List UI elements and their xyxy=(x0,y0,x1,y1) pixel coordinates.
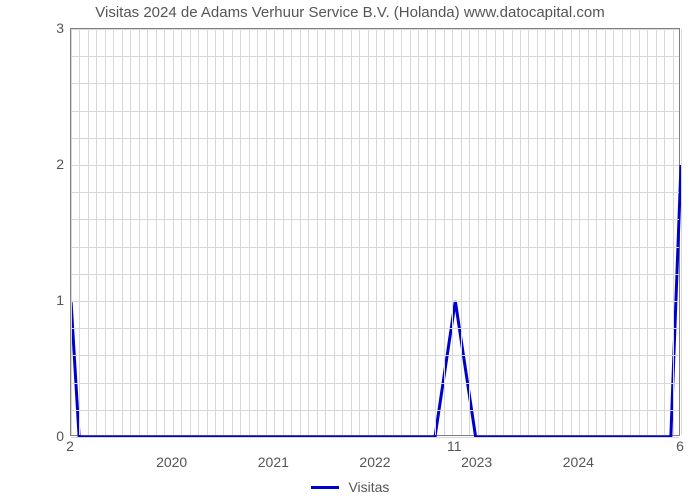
gridline-vertical xyxy=(528,29,529,435)
gridline-vertical xyxy=(300,29,301,435)
y-tick-label: 0 xyxy=(50,428,64,444)
x-tick-label: 2023 xyxy=(461,454,492,470)
gridline-vertical xyxy=(368,29,369,435)
gridline-vertical xyxy=(325,29,326,435)
gridline-vertical xyxy=(240,29,241,435)
gridline-vertical xyxy=(495,29,496,435)
x-tick-label: 2020 xyxy=(156,454,187,470)
gridline-vertical xyxy=(308,29,309,435)
gridline-vertical xyxy=(537,29,538,435)
gridline-vertical xyxy=(656,29,657,435)
x-tick-label: 2024 xyxy=(563,454,594,470)
gridline-vertical xyxy=(478,29,479,435)
gridline-vertical xyxy=(605,29,606,435)
gridline-vertical xyxy=(613,29,614,435)
gridline-vertical xyxy=(647,29,648,435)
gridline-vertical xyxy=(393,29,394,435)
plot-area xyxy=(70,28,680,436)
gridline-vertical xyxy=(190,29,191,435)
gridline-vertical xyxy=(520,29,521,435)
gridline-vertical xyxy=(554,29,555,435)
gridline-vertical xyxy=(469,29,470,435)
gridline-vertical xyxy=(376,29,377,435)
legend: Visitas xyxy=(0,478,700,495)
gridline-vertical xyxy=(96,29,97,435)
gridline-vertical xyxy=(317,29,318,435)
gridline-horizontal xyxy=(71,437,679,438)
gridline-vertical xyxy=(198,29,199,435)
gridline-vertical xyxy=(291,29,292,435)
gridline-vertical xyxy=(105,29,106,435)
gridline-vertical xyxy=(181,29,182,435)
gridline-vertical xyxy=(232,29,233,435)
gridline-vertical xyxy=(418,29,419,435)
gridline-vertical xyxy=(173,29,174,435)
gridline-vertical xyxy=(113,29,114,435)
gridline-vertical xyxy=(207,29,208,435)
gridline-vertical xyxy=(461,29,462,435)
gridline-vertical xyxy=(384,29,385,435)
gridline-vertical xyxy=(427,29,428,435)
gridline-vertical xyxy=(571,29,572,435)
gridline-vertical xyxy=(283,29,284,435)
x-value-annotation: 6 xyxy=(676,438,684,454)
gridline-vertical xyxy=(223,29,224,435)
gridline-vertical xyxy=(130,29,131,435)
x-tick-label: 2022 xyxy=(359,454,390,470)
gridline-vertical xyxy=(334,29,335,435)
gridline-vertical xyxy=(359,29,360,435)
gridline-vertical xyxy=(401,29,402,435)
gridline-vertical xyxy=(410,29,411,435)
gridline-vertical xyxy=(71,29,72,435)
legend-label: Visitas xyxy=(348,479,389,495)
gridline-vertical xyxy=(147,29,148,435)
gridline-vertical xyxy=(249,29,250,435)
gridline-vertical xyxy=(596,29,597,435)
gridline-vertical xyxy=(622,29,623,435)
gridline-vertical xyxy=(639,29,640,435)
gridline-vertical xyxy=(562,29,563,435)
gridline-vertical xyxy=(79,29,80,435)
gridline-vertical xyxy=(88,29,89,435)
gridline-vertical xyxy=(579,29,580,435)
gridline-vertical xyxy=(444,29,445,435)
gridline-vertical xyxy=(664,29,665,435)
x-tick-label: 2021 xyxy=(258,454,289,470)
chart-container: Visitas 2024 de Adams Verhuur Service B.… xyxy=(0,0,700,500)
gridline-vertical xyxy=(435,29,436,435)
gridline-vertical xyxy=(342,29,343,435)
gridline-vertical xyxy=(156,29,157,435)
y-tick-label: 3 xyxy=(50,20,64,36)
y-tick-label: 1 xyxy=(50,292,64,308)
gridline-vertical xyxy=(486,29,487,435)
gridline-vertical xyxy=(588,29,589,435)
gridline-vertical xyxy=(351,29,352,435)
legend-swatch xyxy=(311,486,339,489)
gridline-vertical xyxy=(503,29,504,435)
y-tick-label: 2 xyxy=(50,156,64,172)
chart-title: Visitas 2024 de Adams Verhuur Service B.… xyxy=(0,4,700,21)
gridline-vertical xyxy=(452,29,453,435)
gridline-vertical xyxy=(266,29,267,435)
x-value-annotation: 2 xyxy=(66,438,74,454)
gridline-vertical xyxy=(122,29,123,435)
gridline-vertical xyxy=(630,29,631,435)
gridline-vertical xyxy=(274,29,275,435)
gridline-vertical xyxy=(512,29,513,435)
gridline-vertical xyxy=(139,29,140,435)
gridline-vertical xyxy=(257,29,258,435)
gridline-vertical xyxy=(545,29,546,435)
gridline-vertical xyxy=(681,29,682,435)
gridline-vertical xyxy=(673,29,674,435)
x-value-annotation: 11 xyxy=(447,438,462,454)
gridline-vertical xyxy=(215,29,216,435)
gridline-vertical xyxy=(164,29,165,435)
